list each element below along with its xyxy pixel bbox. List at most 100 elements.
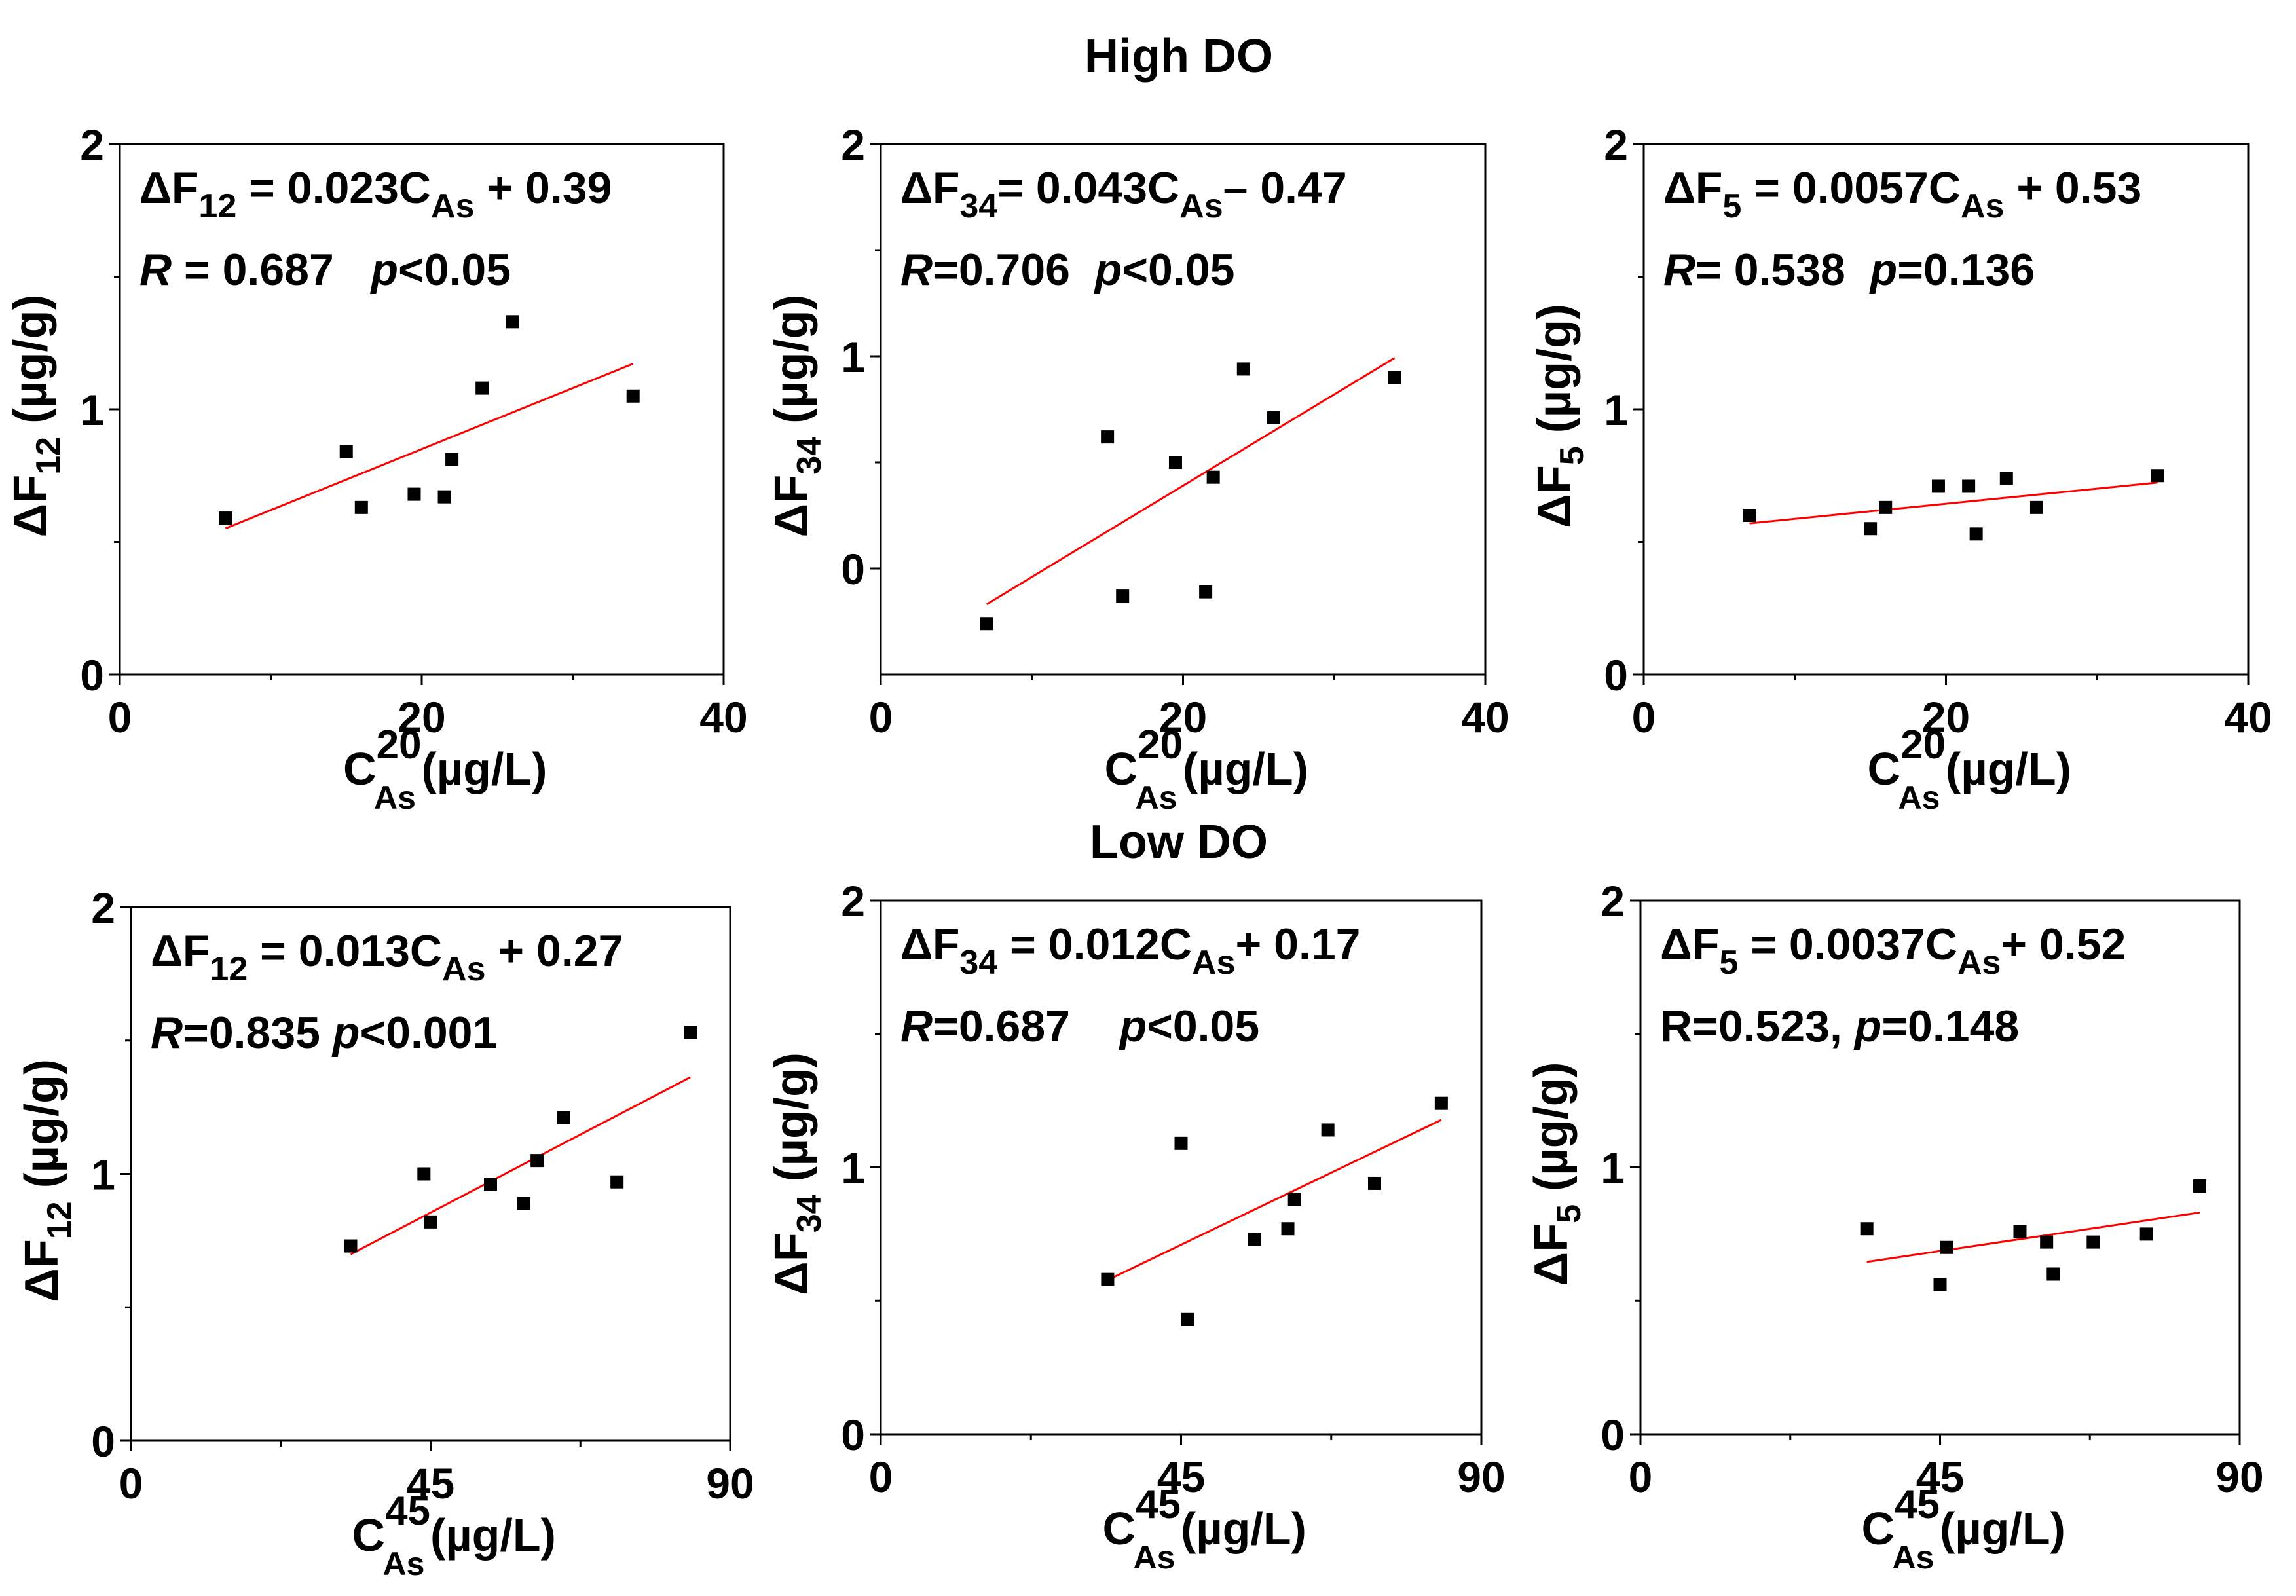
y-label-unit: (µg/g) [1525,1062,1578,1204]
data-point [557,1111,570,1124]
data-point [1933,1278,1947,1291]
x-label-main: C [1862,1503,1895,1554]
x-tick-label: 45 [407,1459,454,1508]
x-label-main: C [343,743,377,794]
y-label-sub: 5 [1553,446,1591,465]
x-label-main: C [352,1510,386,1561]
y-tick-label: 0 [841,1411,865,1459]
x-tick-label: 45 [1157,1453,1205,1501]
correlation-stats: R=0.523, p=0.148 [1660,1001,2019,1051]
y-axis-label: ΔF34 (µg/g) [766,295,828,538]
x-label-main: C [1103,1503,1136,1554]
x-axis-label-sub: As [383,1546,425,1582]
eq-text: R [1663,245,1695,295]
eq-text: R [900,1001,933,1051]
y-axis-label: ΔF34 (µg/g) [766,1052,828,1295]
data-point [1116,589,1130,603]
correlation-stats: R = 0.687 p<0.05 [139,245,511,295]
regression-equation: ΔF5 = 0.0037CAs+ 0.52 [1660,919,2126,982]
data-point [626,389,640,403]
y-tick-label: 2 [91,883,115,932]
eq-text: ΔF [151,926,210,976]
data-point [530,1154,544,1168]
eq-subscript: As [1179,187,1223,225]
fit-line [986,357,1396,606]
eq-text: ΔF [900,919,959,969]
y-axis-label: ΔF12 (µg/g) [16,1059,79,1302]
data-point [1879,500,1893,514]
x-tick-label: 40 [1461,693,1509,741]
x-tick-label: 0 [1629,1453,1653,1501]
eq-text: =0.687 [933,1001,1119,1051]
y-label-unit: (µg/g) [766,1052,818,1195]
data-point [1743,509,1756,522]
y-axis-label: ΔF5 (µg/g) [1525,1062,1588,1286]
eq-subscript: As [1192,944,1235,982]
data-point [475,381,489,395]
x-label-sup: 45 [1895,1482,1940,1527]
eq-text: R=0.523, [1660,1001,1855,1051]
data-point [2046,1267,2060,1281]
y-tick-label: 1 [91,1151,115,1199]
x-axis-label: C20(µg/L) [1868,722,2071,794]
y-tick-label: 1 [841,333,865,381]
y-tick-label: 1 [1601,1144,1625,1193]
data-point [610,1175,624,1189]
eq-text: + 0.27 [486,926,623,976]
x-tick-label: 0 [1632,693,1656,741]
eq-subscript: As [1961,187,2004,225]
y-tick-label: 0 [1604,651,1628,699]
x-label-unit: (µg/L) [1940,1503,2065,1554]
x-label-unit: (µg/L) [1183,743,1308,794]
data-point [1321,1123,1335,1137]
regression-equation: ΔF12 = 0.013CAs + 0.27 [151,926,623,988]
eq-text: = 0.013C [248,926,442,976]
x-tick-label: 0 [108,693,132,741]
y-tick-label: 0 [841,545,865,593]
eq-subscript: As [431,187,474,225]
x-axis-label-sub: As [1893,1539,1935,1576]
eq-subscript: 12 [210,950,248,988]
y-axis-label: ΔF5 (µg/g) [1528,304,1591,528]
eq-text: R [151,1008,183,1058]
eq-text: = 0.538 [1695,245,1870,295]
data-point [1860,1222,1874,1236]
data-point [424,1215,437,1229]
eq-text: = 0.023C [236,163,431,213]
eq-text: R [139,245,172,295]
y-label-sub: 12 [29,437,67,475]
eq-text: p [1094,245,1122,295]
fit-line [1749,481,2158,525]
data-point [2151,469,2164,483]
eq-subscript: As [1957,944,2001,982]
x-tick-label: 0 [119,1459,143,1508]
y-tick-label: 0 [80,651,104,699]
correlation-stats: R=0.835 p<0.001 [151,1008,497,1058]
eq-text: <0.05 [1122,245,1234,295]
y-tick-label: 0 [91,1417,115,1466]
data-point [1236,362,1250,376]
eq-text: p [1869,245,1898,295]
eq-text: ΔF [139,163,198,213]
x-tick-label: 40 [2224,693,2272,741]
data-point [1287,1193,1301,1206]
x-tick-label: 0 [869,693,893,741]
regression-equation: ΔF34= 0.043CAs– 0.47 [900,163,1347,225]
eq-subscript: As [442,950,485,988]
x-axis-label: C45(µg/L) [1862,1482,2065,1554]
correlation-stats: R= 0.538 p=0.136 [1663,245,2035,295]
eq-text: p [1119,1001,1147,1051]
y-label-sub: 34 [790,437,828,475]
data-point [2040,1235,2054,1249]
data-point [1969,527,1983,541]
data-point [1931,479,1945,493]
x-tick-label: 0 [869,1453,893,1501]
eq-text: ΔF [900,163,959,213]
regression-equation: ΔF34 = 0.012CAs+ 0.17 [900,919,1360,982]
y-label-unit: (µg/g) [5,295,57,437]
fit-line [1866,1211,2200,1263]
data-point [344,1239,358,1253]
eq-text: + 0.52 [2001,919,2126,969]
